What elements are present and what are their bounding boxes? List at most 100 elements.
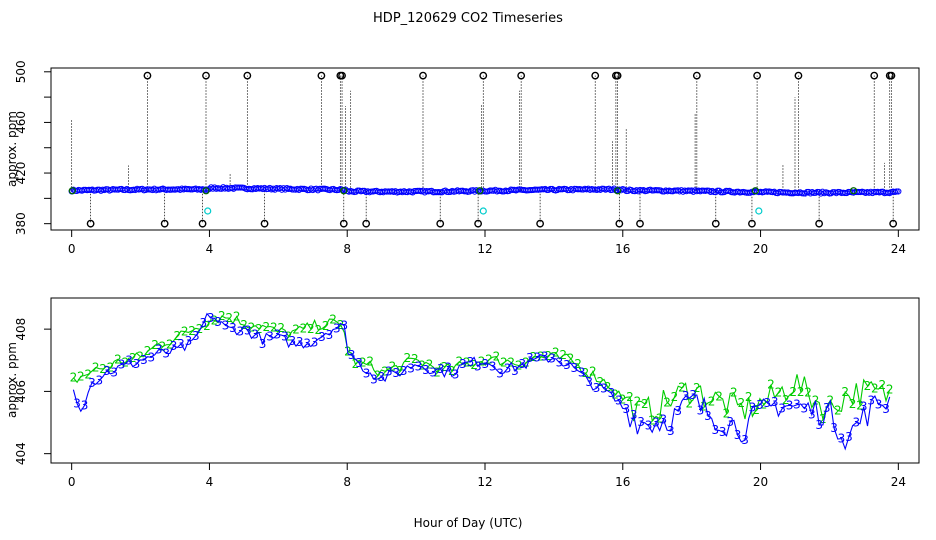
saturated-high-point — [753, 71, 762, 80]
bottom-xtick-label: 12 — [477, 475, 492, 489]
series-point-3: 3 — [162, 347, 170, 361]
series-point-3: 3 — [838, 432, 846, 446]
series-point-3: 3 — [296, 335, 304, 349]
series-point-3: 3 — [288, 334, 296, 348]
top-xtick-label: 24 — [891, 242, 906, 256]
saturated-low-point — [474, 219, 483, 228]
series-point-3: 3 — [88, 376, 96, 390]
series-point-2: 2 — [775, 386, 783, 400]
series-point-2: 2 — [582, 366, 590, 380]
series-point-3: 3 — [489, 359, 497, 373]
series-point-2: 2 — [225, 311, 233, 325]
series-point-2: 2 — [626, 390, 634, 404]
series-point-3: 3 — [726, 415, 734, 429]
marker-point — [476, 187, 484, 195]
saturated-low-point — [711, 219, 720, 228]
series-point-2: 2 — [708, 394, 716, 408]
bottom-chart-frame — [50, 297, 920, 464]
series-point-3: 3 — [630, 408, 638, 422]
series-point-3: 3 — [734, 428, 742, 442]
series-point-2: 2 — [307, 322, 315, 336]
marker-point — [68, 187, 77, 195]
series-point-2: 2 — [263, 320, 271, 334]
series-point-2: 2 — [233, 310, 241, 324]
saturated-high-point — [243, 71, 252, 80]
cyan-point — [479, 207, 487, 215]
series-point-3: 3 — [385, 364, 393, 378]
series-point-2: 2 — [589, 364, 597, 378]
series-point-3: 3 — [199, 316, 207, 330]
series-point-3: 3 — [474, 359, 482, 373]
saturated-low-point — [339, 219, 348, 228]
series-point-2: 2 — [248, 321, 256, 335]
series-point-3: 3 — [429, 366, 437, 380]
series-point-2: 2 — [619, 393, 627, 407]
series-point-3: 3 — [467, 355, 475, 369]
series-point-2: 2 — [648, 414, 656, 428]
bottom-xtick-label: 8 — [343, 475, 351, 489]
series-point-3: 3 — [303, 337, 311, 351]
series-point-3: 3 — [185, 334, 193, 348]
series-point-3: 3 — [756, 398, 764, 412]
marker-point — [613, 187, 622, 195]
series-point-3: 3 — [207, 311, 215, 325]
saturated-high-point — [419, 71, 427, 80]
series-point-3: 3 — [496, 367, 504, 381]
series-point-2: 2 — [292, 323, 300, 337]
series-point-2: 2 — [478, 355, 486, 369]
series-point-2: 2 — [314, 323, 322, 337]
series-point-3: 3 — [763, 396, 771, 410]
series-point-2: 2 — [188, 324, 196, 338]
series-point-2: 2 — [99, 362, 107, 376]
series-point-2: 2 — [871, 382, 879, 396]
series-point-2: 2 — [634, 395, 642, 409]
series-point-2: 2 — [411, 352, 419, 366]
saturated-high-point — [613, 71, 622, 80]
marker-point — [849, 187, 858, 195]
series-point-2: 2 — [359, 356, 367, 370]
saturated-high-point — [479, 71, 488, 80]
series-point-3: 3 — [311, 335, 319, 349]
series-point-2: 2 — [352, 357, 360, 371]
series-point-3: 3 — [712, 423, 720, 437]
series-point-3: 3 — [667, 424, 675, 438]
bottom-xtick-label: 4 — [206, 475, 214, 489]
series-point-2: 2 — [693, 381, 701, 395]
series-point-2: 2 — [396, 364, 404, 378]
saturated-high-point — [870, 71, 879, 80]
series-point-2: 2 — [752, 403, 760, 417]
cyan-point — [204, 207, 212, 215]
saturated-high-point — [338, 71, 346, 80]
series-point-3: 3 — [660, 412, 668, 426]
series-point-3: 3 — [155, 343, 163, 357]
series-point-2: 2 — [552, 346, 560, 360]
series-point-2: 2 — [663, 395, 671, 409]
series-point-2: 2 — [804, 386, 812, 400]
top-chart-frame — [50, 67, 920, 231]
series-point-3: 3 — [237, 324, 245, 338]
series-point-2: 2 — [760, 397, 768, 411]
bottom-chart-ylabel: approx. ppm — [5, 342, 19, 418]
series-point-2: 2 — [500, 356, 508, 370]
series-point-2: 2 — [819, 412, 827, 426]
series-point-3: 3 — [415, 359, 423, 373]
saturated-high-point — [887, 71, 896, 80]
saturated-low-point — [160, 219, 169, 228]
series-point-2: 2 — [277, 321, 285, 335]
series-point-3: 3 — [845, 430, 853, 444]
series-point-3: 3 — [326, 328, 334, 342]
series-point-2: 2 — [686, 396, 694, 410]
series-point-2: 2 — [203, 319, 211, 333]
series-point-2: 2 — [700, 400, 708, 414]
series-point-2: 2 — [374, 368, 382, 382]
series-point-2: 2 — [366, 354, 374, 368]
marker-point — [751, 187, 760, 195]
saturated-low-point — [748, 219, 756, 228]
series-point-3: 3 — [437, 362, 445, 376]
series-point-3: 3 — [73, 397, 81, 411]
series-point-2: 2 — [730, 386, 738, 400]
bottom-xtick-label: 24 — [891, 475, 906, 489]
series-point-3: 3 — [741, 433, 749, 447]
series-point-2: 2 — [151, 338, 159, 352]
top-xtick-label: 20 — [753, 242, 768, 256]
